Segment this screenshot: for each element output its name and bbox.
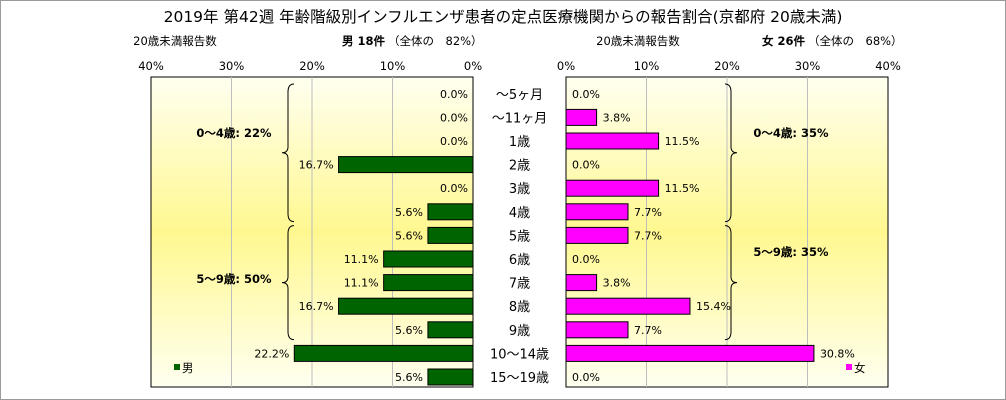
x-tick-label: 30% — [795, 59, 821, 73]
data-label-male: 5.6% — [395, 371, 423, 384]
data-label-male: 0.0% — [440, 182, 468, 195]
bar-male — [383, 250, 474, 268]
bar-male — [427, 321, 474, 339]
right-group-label-5-9: 5〜9歳: 35% — [753, 245, 829, 259]
bar-male — [427, 203, 474, 221]
left-group-label-0-4: 0〜4歳: 22% — [196, 126, 272, 140]
category-label: 5歳 — [509, 229, 530, 244]
data-label-male: 16.7% — [299, 300, 334, 313]
legend-female-label: 女 — [854, 361, 866, 375]
x-tick-label: 40% — [138, 59, 164, 73]
data-label-female: 0.0% — [572, 253, 600, 266]
category-label: 2歳 — [509, 159, 530, 174]
data-label-female: 3.8% — [603, 111, 631, 124]
data-label-female: 7.7% — [634, 229, 662, 242]
data-label-female: 0.0% — [572, 159, 600, 172]
category-label: 1歳 — [509, 135, 530, 150]
bar-female — [565, 179, 660, 197]
x-tick-label: 40% — [875, 59, 901, 73]
bar-male — [293, 344, 474, 362]
category-label: 〜5ヶ月 — [496, 88, 543, 103]
left-count-label: 男 18件 — [342, 34, 386, 48]
bar-female — [565, 321, 629, 339]
x-tick-label: 0% — [464, 59, 482, 73]
left-caption: 20歳未満報告数 — [133, 34, 217, 48]
right-share-label: （全体の 68%） — [808, 34, 903, 48]
data-label-female: 7.7% — [634, 206, 662, 219]
bar-female — [565, 274, 598, 292]
data-label-female: 30.8% — [820, 347, 855, 360]
category-label: 6歳 — [509, 253, 530, 268]
left-bracket-0-4 — [281, 83, 295, 223]
x-tick-label: 20% — [299, 59, 325, 73]
data-label-male: 11.1% — [344, 253, 379, 266]
category-label: 10〜14歳 — [490, 347, 549, 362]
bar-male — [427, 368, 474, 386]
data-label-male: 0.0% — [440, 111, 468, 124]
data-label-female: 11.5% — [665, 182, 700, 195]
data-label-male: 11.1% — [344, 277, 379, 290]
bar-male — [338, 156, 474, 174]
data-label-male: 5.6% — [395, 229, 423, 242]
category-label: 9歳 — [509, 324, 530, 339]
data-label-female: 15.4% — [696, 300, 731, 313]
legend-male-swatch — [174, 364, 180, 370]
x-tick-label: 10% — [634, 59, 660, 73]
data-label-female: 7.7% — [634, 324, 662, 337]
data-label-male: 0.0% — [440, 88, 468, 101]
x-tick-label: 10% — [380, 59, 406, 73]
data-label-female: 0.0% — [572, 88, 600, 101]
bar-female — [565, 132, 660, 150]
bar-male — [383, 274, 474, 292]
data-label-male: 5.6% — [395, 206, 423, 219]
data-label-female: 0.0% — [572, 371, 600, 384]
bar-male — [338, 297, 474, 315]
right-count-label: 女 26件 — [762, 34, 806, 48]
data-label-male: 22.2% — [254, 347, 289, 360]
category-label: 15〜19歳 — [490, 371, 549, 386]
category-label: 8歳 — [509, 300, 530, 315]
right-group-label-0-4: 0〜4歳: 35% — [753, 126, 829, 140]
chart-title: 2019年 第42週 年齢階級別インフルエンザ患者の定点医療機関からの報告割合(… — [164, 8, 843, 26]
x-tick-label: 20% — [714, 59, 740, 73]
legend-male-label: 男 — [182, 361, 194, 375]
legend-female-swatch — [846, 364, 852, 370]
left-group-label-5-9: 5〜9歳: 50% — [196, 272, 272, 286]
left-share-label: （全体の 82%） — [388, 34, 483, 48]
left-bracket-5-9 — [281, 225, 295, 341]
bar-female — [565, 226, 629, 244]
category-label: 〜11ヶ月 — [492, 111, 548, 126]
right-bracket-5-9 — [724, 225, 738, 341]
category-label: 3歳 — [509, 182, 530, 197]
category-label: 7歳 — [509, 277, 530, 292]
bar-female — [565, 203, 629, 221]
bar-female — [565, 344, 815, 362]
data-label-male: 5.6% — [395, 324, 423, 337]
bar-male — [427, 226, 474, 244]
data-label-male: 16.7% — [299, 159, 334, 172]
bar-female — [565, 297, 691, 315]
x-tick-label: 30% — [219, 59, 245, 73]
category-label: 4歳 — [509, 206, 530, 221]
data-label-female: 3.8% — [603, 277, 631, 290]
x-tick-label: 0% — [557, 59, 575, 73]
bar-female — [565, 108, 598, 126]
data-label-male: 0.0% — [440, 135, 468, 148]
right-bracket-0-4 — [724, 83, 738, 223]
right-caption: 20歳未満報告数 — [596, 34, 680, 48]
data-label-female: 11.5% — [665, 135, 700, 148]
